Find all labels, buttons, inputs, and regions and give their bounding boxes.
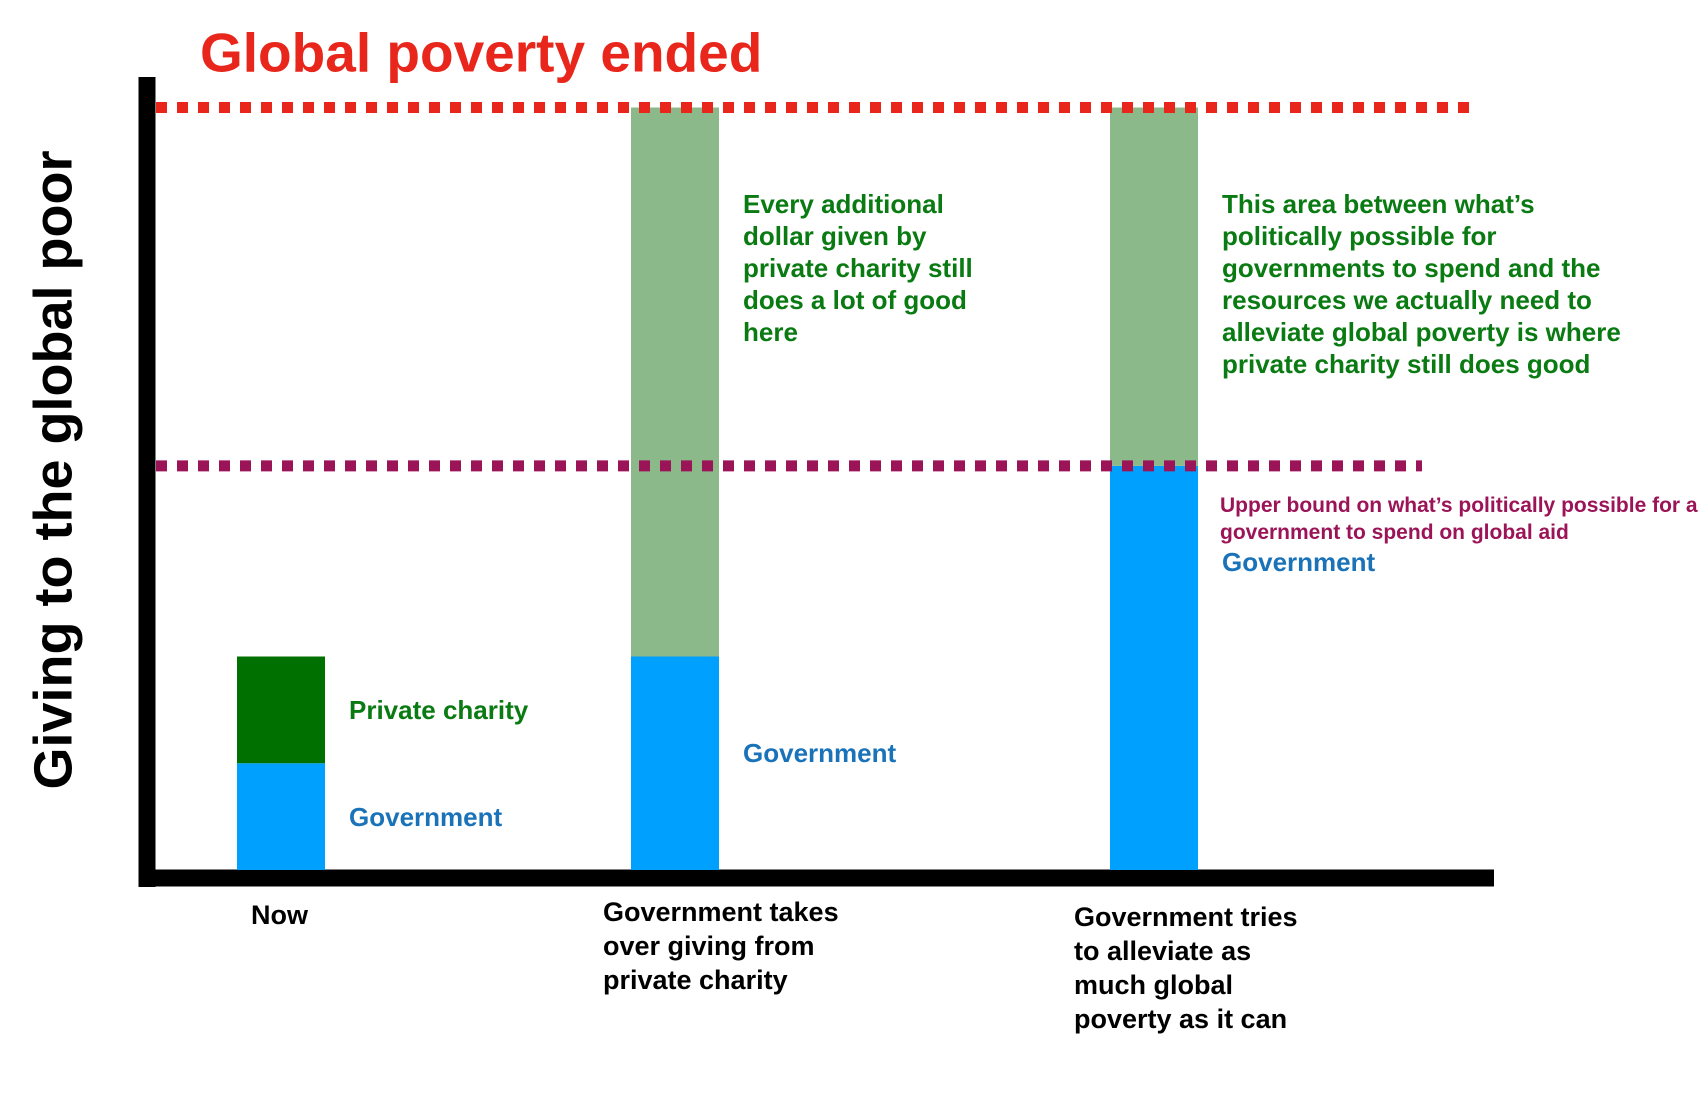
segment-label: This area between what’s politically pos…	[1222, 188, 1621, 379]
bar-segment	[631, 656, 719, 870]
segment-label: Private charity	[349, 694, 529, 725]
x-tick-label: Now	[251, 900, 308, 930]
segment-label: Government	[743, 737, 897, 768]
x-tick-label: Government tries to alleviate as much gl…	[1074, 902, 1298, 1034]
bar-segment	[1110, 107, 1198, 466]
reference-line-label: Upper bound on what’s politically possib…	[1220, 493, 1698, 544]
y-axis-label: Giving to the global poor	[23, 151, 83, 790]
segment-label: Government	[349, 801, 503, 832]
bar-segment	[237, 763, 325, 870]
bar-segment	[237, 656, 325, 764]
segment-label: Government	[1222, 546, 1376, 577]
x-tick-label: Government takes over giving from privat…	[603, 897, 839, 995]
bar-segment	[1110, 465, 1198, 870]
bar-segment	[631, 107, 719, 657]
segment-label: Every additional dollar given by private…	[743, 188, 973, 347]
chart-title: Global poverty ended	[200, 22, 762, 84]
